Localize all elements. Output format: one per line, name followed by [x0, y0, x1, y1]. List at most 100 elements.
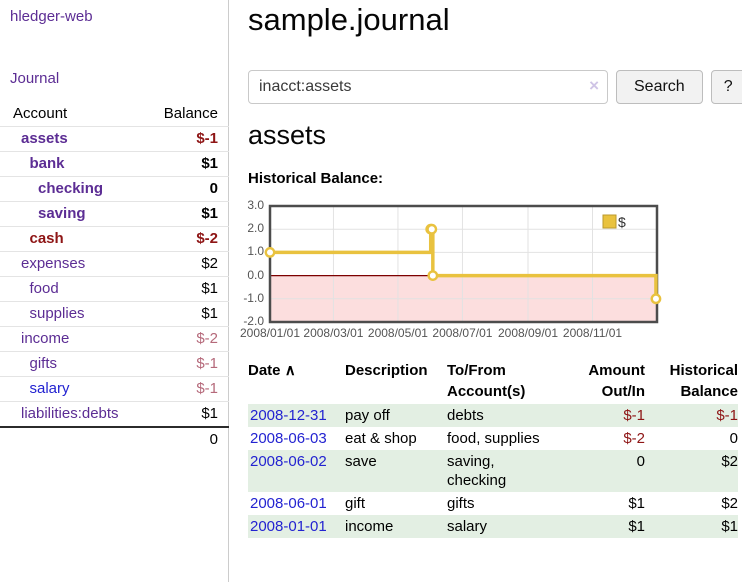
x-tick-label: 2008/07/01 [432, 326, 493, 340]
description-cell: pay off [345, 407, 390, 424]
account-link[interactable]: expenses [21, 255, 86, 272]
y-tick-label: 0.0 [247, 267, 264, 282]
account-balance: $1 [147, 401, 229, 428]
transactions-header-row: Date ∧ Description To/From Account(s) Am… [248, 358, 738, 404]
account-row: supplies $1 [0, 301, 229, 327]
header-date-label: Date [248, 362, 281, 379]
account-link[interactable]: assets [21, 130, 68, 147]
accounts-total-value: 0 [147, 426, 229, 452]
account-row: cash $-2 [0, 226, 229, 252]
accounts-header-row: Account Balance [0, 102, 229, 127]
table-row: 2008-06-02 save saving, checking 0 $2 [248, 450, 738, 492]
account-row: gifts $-1 [0, 351, 229, 377]
table-row: 2008-12-31 pay off debts $-1 $-1 [248, 404, 738, 427]
accounts-cell: gifts [447, 495, 475, 512]
table-row: 2008-06-03 eat & shop food, supplies $-2 0 [248, 427, 738, 450]
date-link[interactable]: 2008-12-31 [250, 407, 327, 424]
account-link[interactable]: bank [29, 155, 65, 172]
balance-cell: 0 [729, 430, 738, 447]
account-row: bank $1 [0, 151, 229, 177]
accounts-total-row: 0 [0, 426, 229, 452]
x-tick-label: 2008/09/01 [497, 326, 559, 340]
account-link[interactable]: income [21, 330, 70, 347]
description-cell: eat & shop [345, 430, 417, 447]
search-box: × [248, 70, 608, 104]
description-cell: gift [345, 495, 366, 512]
sort-asc-icon: ∧ [284, 362, 296, 379]
account-row: income $-2 [0, 326, 229, 352]
account-balance: 0 [147, 176, 229, 202]
date-link[interactable]: 2008-06-03 [250, 430, 327, 447]
x-tick-label: 2008/01/01 [239, 326, 301, 340]
date-link[interactable]: 2008-01-01 [250, 518, 327, 535]
header-date[interactable]: Date ∧ [248, 358, 345, 404]
account-row: assets $-1 [0, 126, 229, 152]
x-tick-label: 2008/03/01 [303, 326, 364, 340]
date-link[interactable]: 2008-06-01 [250, 495, 327, 512]
account-balance: $-2 [147, 226, 229, 252]
accounts-header-balance: Balance [147, 102, 229, 127]
account-balance: $-1 [147, 351, 229, 377]
account-balance: $1 [147, 151, 229, 177]
accounts-cell: saving, checking [447, 453, 507, 489]
account-link[interactable]: liabilities:debts [21, 405, 119, 422]
accounts-cell: debts [447, 407, 484, 424]
chart-title: Historical Balance: [248, 170, 384, 187]
x-tick-label: 2008/11/01 [562, 326, 623, 340]
amount-cell: $-1 [623, 407, 645, 424]
x-tick-label: 2008/05/01 [367, 326, 428, 340]
header-description: Description [345, 362, 428, 379]
description-cell: income [345, 518, 394, 535]
sidebar-item-journal[interactable]: Journal [10, 70, 60, 87]
y-tick-label: 3.0 [247, 198, 264, 212]
account-row: expenses $2 [0, 251, 229, 277]
app-title-link[interactable]: hledger-web [10, 8, 93, 25]
account-balance: $1 [147, 301, 229, 327]
chart-svg: $ [264, 204, 662, 324]
account-row: checking 0 [0, 176, 229, 202]
amount-cell: $-2 [623, 430, 645, 447]
date-link[interactable]: 2008-06-02 [250, 453, 327, 470]
account-link[interactable]: salary [29, 380, 70, 397]
account-link[interactable]: saving [38, 205, 86, 222]
account-balance: $1 [147, 201, 229, 227]
transactions-table: Date ∧ Description To/From Account(s) Am… [248, 358, 738, 538]
table-row: 2008-06-01 gift gifts $1 $2 [248, 492, 738, 515]
account-link[interactable]: supplies [29, 305, 85, 322]
sidebar: hledger-web Journal Account Balance asse… [0, 0, 229, 582]
account-link[interactable]: cash [29, 230, 64, 247]
balance-cell: $-1 [716, 407, 738, 424]
clear-search-icon[interactable]: × [589, 76, 599, 95]
account-row: food $1 [0, 276, 229, 302]
account-row: saving $1 [0, 201, 229, 227]
historical-balance-chart: $3.0 2.0 1.0 0.0 -1.0 -2.0 2008/01/01 2008/03/0… [240, 198, 736, 344]
balance-cell: $2 [721, 453, 738, 470]
account-row: salary $-1 [0, 376, 229, 402]
account-row: liabilities:debts $1 [0, 401, 229, 428]
search-button[interactable]: Search [616, 70, 703, 104]
accounts-header-account: Account [0, 102, 148, 127]
header-balance: Historical Balance [669, 362, 738, 400]
account-balance: $-2 [147, 326, 229, 352]
balance-cell: $1 [721, 518, 738, 535]
account-link[interactable]: food [29, 280, 59, 297]
amount-cell: $1 [628, 495, 645, 512]
amount-cell: 0 [636, 453, 645, 470]
account-heading: assets [248, 120, 327, 150]
account-balance: $2 [147, 251, 229, 277]
header-accounts: To/From Account(s) [447, 362, 526, 400]
account-link[interactable]: checking [38, 180, 104, 197]
header-amount: Amount Out/In [588, 362, 645, 400]
account-link[interactable]: gifts [29, 355, 58, 372]
y-tick-label: 2.0 [247, 221, 264, 236]
search-form: × Search ? [248, 70, 742, 104]
search-help-button[interactable]: ? [710, 70, 742, 104]
account-balance: $1 [147, 276, 229, 302]
legend-label: $ [618, 214, 626, 230]
account-balance: $-1 [147, 376, 229, 402]
search-input[interactable] [248, 70, 608, 104]
accounts-cell: food, supplies [447, 430, 540, 447]
accounts-total-spacer [0, 426, 148, 452]
page-title: sample.journal [248, 2, 450, 37]
